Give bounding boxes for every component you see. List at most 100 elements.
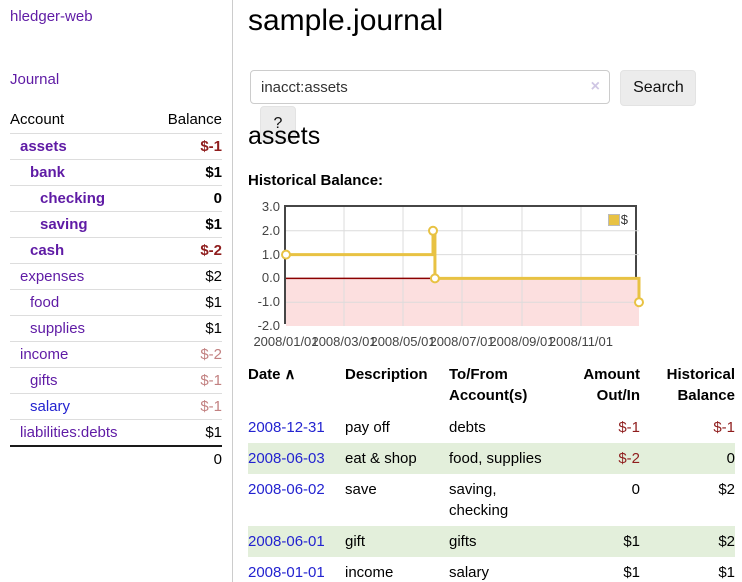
transaction-amount: 0 (631, 481, 640, 498)
account-link[interactable]: salary (30, 398, 71, 415)
account-column-header: Account (10, 111, 65, 128)
transaction-accounts: food, supplies (449, 450, 542, 467)
accounts-table-header: Account Balance (10, 106, 222, 134)
transaction-balance: $-1 (713, 419, 735, 436)
main-content: sample.journal × Search ? assets Histori… (248, 0, 742, 582)
account-row: checking 0 (10, 185, 222, 212)
account-row: bank $1 (10, 159, 222, 186)
account-balance: 0 (213, 190, 222, 207)
help-button[interactable]: ? (260, 106, 296, 142)
transaction-date-link[interactable]: 2008-01-01 (248, 564, 325, 581)
account-row: income $-2 (10, 341, 222, 368)
account-balance: $1 (205, 424, 222, 441)
transaction-balance: $2 (718, 533, 735, 550)
balance-column-header: Historical Balance (666, 366, 735, 404)
transaction-amount: $1 (623, 564, 640, 581)
account-link[interactable]: assets (20, 138, 67, 155)
account-balance: $-1 (200, 138, 222, 155)
transaction-description: gift (345, 533, 366, 550)
page-title: sample.journal (248, 4, 444, 37)
clear-search-icon[interactable]: × (590, 78, 600, 95)
transaction-row: 2008-06-03 eat & shop food, supplies $-2… (248, 443, 735, 474)
register-table: Date ∧ Description To/From Account(s) Amo… (248, 360, 735, 582)
app-title-link[interactable]: hledger-web (10, 8, 93, 25)
transaction-accounts: debts (449, 419, 486, 436)
account-row: gifts $-1 (10, 367, 222, 394)
y-axis-tick-label: 3.0 (261, 199, 280, 214)
transaction-description: pay off (345, 419, 390, 436)
account-row: food $1 (10, 289, 222, 316)
account-balance: $-1 (200, 398, 222, 415)
transaction-accounts: gifts (449, 533, 477, 550)
transaction-description: income (345, 564, 394, 581)
account-balance: $1 (205, 164, 222, 181)
account-heading: assets (248, 122, 321, 150)
chart-title: Historical Balance: (248, 172, 384, 189)
transaction-description: save (345, 481, 377, 498)
x-axis-tick-label: 2008/03/01 (311, 334, 377, 349)
transaction-balance: $2 (718, 481, 735, 498)
tofrom-column-header: To/From Account(s) (449, 366, 528, 404)
transaction-description: eat & shop (345, 450, 417, 467)
plot-area: $ (281, 205, 644, 326)
accounts-total-value: 0 (150, 445, 222, 472)
legend-label: $ (620, 212, 628, 227)
account-row: cash $-2 (10, 237, 222, 264)
chart-canvas (281, 207, 644, 326)
balance-column-header: Balance (167, 111, 222, 128)
search-form: × Search ? (250, 70, 742, 142)
search-input[interactable] (250, 70, 610, 104)
accounts-table: Account Balance assets $-1 bank $1 (10, 106, 222, 472)
account-row: supplies $1 (10, 315, 222, 342)
y-axis-tick-label: 2.0 (261, 222, 280, 238)
legend-swatch-icon (607, 213, 620, 226)
y-axis-tick-label: 1.0 (261, 246, 280, 262)
account-link[interactable]: bank (30, 164, 66, 181)
search-input-wrap: × (250, 70, 610, 104)
date-column-header[interactable]: Date ∧ (248, 366, 296, 383)
account-link[interactable]: supplies (30, 320, 86, 337)
transaction-row: 2008-01-01 income salary $1 $1 (248, 557, 735, 582)
account-row: assets $-1 (10, 133, 222, 160)
account-balance: $1 (205, 294, 222, 311)
transaction-row: 2008-06-01 gift gifts $1 $2 (248, 526, 735, 557)
account-row: salary $-1 (10, 393, 222, 420)
x-axis-tick-label: 2008/09/01 (489, 334, 555, 349)
x-axis-tick-label: 2008/11/01 (548, 334, 614, 349)
account-link[interactable]: food (30, 294, 60, 311)
y-axis-tick-label: 0.0 (261, 270, 280, 286)
transaction-amount: $-2 (618, 450, 640, 467)
description-column-header: Description (345, 366, 428, 383)
transaction-accounts: salary (449, 564, 490, 581)
account-link[interactable]: gifts (30, 372, 58, 389)
account-balance: $-2 (200, 242, 222, 259)
transaction-date-link[interactable]: 2008-06-02 (248, 481, 325, 498)
account-balance: $1 (205, 320, 222, 337)
transaction-accounts: saving, checking (449, 481, 509, 519)
transaction-date-link[interactable]: 2008-06-01 (248, 533, 325, 550)
x-axis-tick-label: 2008/07/01 (429, 334, 495, 349)
account-balance: $1 (205, 216, 222, 233)
account-link[interactable]: checking (40, 190, 106, 207)
chart-legend: $ (605, 211, 630, 228)
transaction-balance: 0 (726, 450, 735, 467)
account-link[interactable]: cash (30, 242, 65, 259)
transaction-date-link[interactable]: 2008-06-03 (248, 450, 325, 467)
account-row: liabilities:debts $1 (10, 419, 222, 446)
transaction-date-link[interactable]: 2008-12-31 (248, 419, 325, 436)
transaction-row: 2008-12-31 pay off debts $-1 $-1 (248, 412, 735, 443)
transaction-balance: $1 (718, 564, 735, 581)
transaction-amount: $1 (623, 533, 640, 550)
account-link[interactable]: liabilities:debts (20, 424, 118, 441)
account-link[interactable]: income (20, 346, 69, 363)
accounts-total-row: 0 (10, 445, 222, 472)
search-button[interactable]: Search (620, 70, 697, 106)
account-link[interactable]: saving (40, 216, 88, 233)
y-axis-tick-label: -2.0 (257, 318, 280, 333)
historical-balance-chart: 3.0 2.0 1.0 0.0 -1.0 -2.0 $ 2008/01/01 2008/03… (248, 199, 742, 355)
transaction-row: 2008-06-02 save saving, checking 0 $2 (248, 474, 735, 526)
account-balance: $-1 (200, 372, 222, 389)
account-link[interactable]: expenses (20, 268, 85, 285)
sidebar-item-journal[interactable]: Journal (10, 71, 60, 88)
